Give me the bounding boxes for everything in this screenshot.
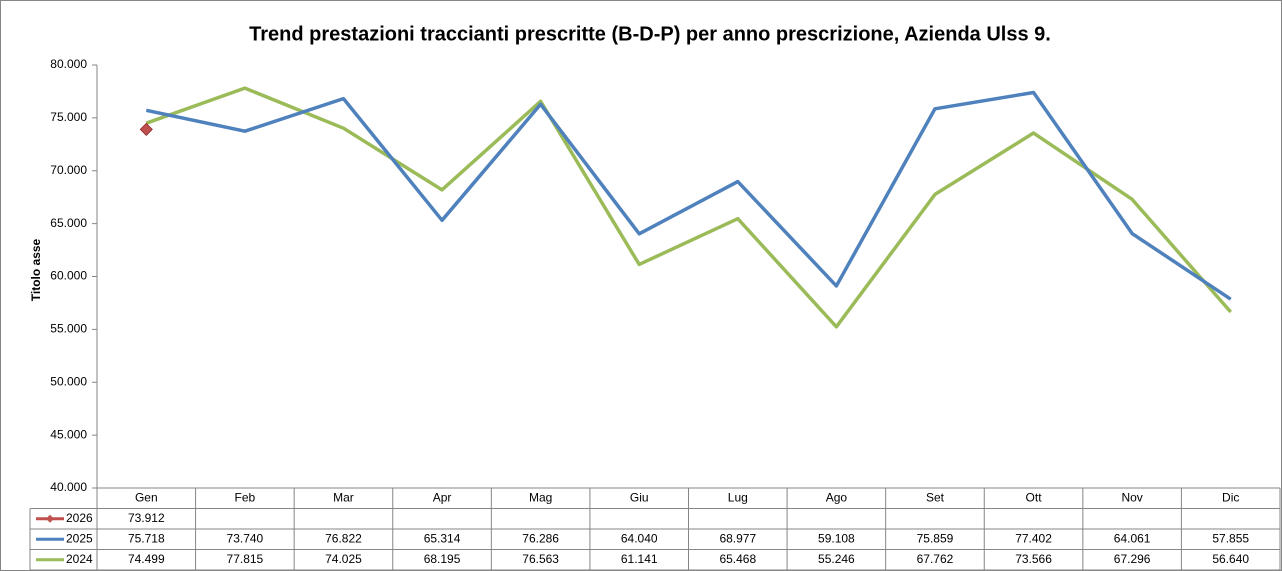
y-axis-title: Titolo asse <box>29 238 43 301</box>
table-value: 65.468 <box>719 552 756 566</box>
table-value: 59.108 <box>818 531 855 545</box>
table-value: 67.296 <box>1114 552 1151 566</box>
y-tick-label: 80.000 <box>50 57 87 71</box>
x-tick-label: Feb <box>235 490 256 504</box>
x-tick-label: Nov <box>1121 490 1142 504</box>
x-tick-label: Ago <box>826 490 848 504</box>
legend-marker <box>46 514 54 523</box>
x-tick-label: Set <box>926 490 945 504</box>
table-value: 64.061 <box>1114 531 1151 545</box>
y-tick-label: 50.000 <box>50 374 87 388</box>
y-tick-label: 75.000 <box>50 110 87 124</box>
x-tick-label: Ott <box>1026 490 1043 504</box>
x-tick-label: Gen <box>135 490 158 504</box>
series-line <box>145 90 1232 301</box>
table-value: 74.499 <box>128 552 165 566</box>
legend-label: 2024 <box>66 552 93 566</box>
table-value: 68.195 <box>424 552 461 566</box>
table-value: 61.141 <box>621 552 658 566</box>
table-value: 76.822 <box>325 531 362 545</box>
y-tick-label: 40.000 <box>50 480 87 494</box>
table-value: 73.566 <box>1015 552 1052 566</box>
table-value: 68.977 <box>719 531 756 545</box>
table-value: 74.025 <box>325 552 362 566</box>
table-value: 75.718 <box>128 531 165 545</box>
y-tick-label: 60.000 <box>50 269 87 283</box>
x-tick-label: Mag <box>529 490 552 504</box>
table-value: 76.563 <box>522 552 559 566</box>
x-tick-label: Dic <box>1222 490 1239 504</box>
series-line <box>145 86 1233 329</box>
legend-label: 2026 <box>66 511 93 525</box>
series-marker <box>139 122 153 136</box>
x-tick-label: Mar <box>333 490 354 504</box>
table-value: 65.314 <box>424 531 461 545</box>
y-tick-label: 55.000 <box>50 322 87 336</box>
table-value: 73.740 <box>227 531 264 545</box>
table-value: 64.040 <box>621 531 658 545</box>
x-tick-label: Lug <box>728 490 748 504</box>
table-value: 56.640 <box>1212 552 1249 566</box>
table-value: 77.815 <box>227 552 264 566</box>
y-tick-label: 65.000 <box>50 216 87 230</box>
table-value: 77.402 <box>1015 531 1052 545</box>
legend-label: 2025 <box>66 531 93 545</box>
table-value: 55.246 <box>818 552 855 566</box>
y-tick-label: 45.000 <box>50 427 87 441</box>
x-tick-label: Apr <box>433 490 452 504</box>
chart-title: Trend prestazioni traccianti prescritte … <box>249 23 1051 45</box>
y-tick-label: 70.000 <box>50 163 87 177</box>
table-value: 67.762 <box>917 552 954 566</box>
table-value: 73.912 <box>128 511 165 525</box>
table-value: 75.859 <box>917 531 954 545</box>
x-tick-label: Giu <box>630 490 649 504</box>
table-value: 76.286 <box>522 531 559 545</box>
table-value: 57.855 <box>1212 531 1249 545</box>
